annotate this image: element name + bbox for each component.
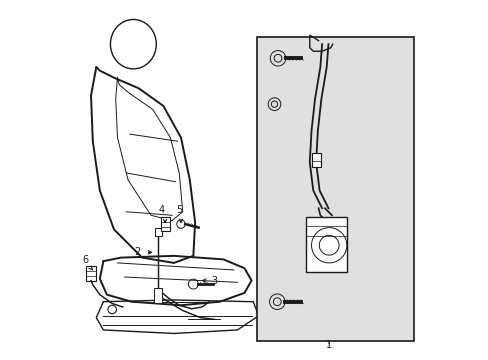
Text: 6: 6	[82, 255, 88, 265]
Text: 1: 1	[325, 340, 331, 350]
Bar	[154, 228, 161, 237]
Text: 4: 4	[158, 205, 164, 215]
Bar	[305, 217, 346, 272]
Bar	[256, 37, 413, 341]
Bar	[86, 266, 96, 280]
Text: 3: 3	[210, 275, 217, 285]
Text: 2: 2	[134, 247, 140, 257]
Bar	[311, 153, 321, 167]
Text: 5: 5	[176, 205, 182, 215]
Bar	[154, 288, 162, 303]
Bar	[160, 217, 169, 231]
